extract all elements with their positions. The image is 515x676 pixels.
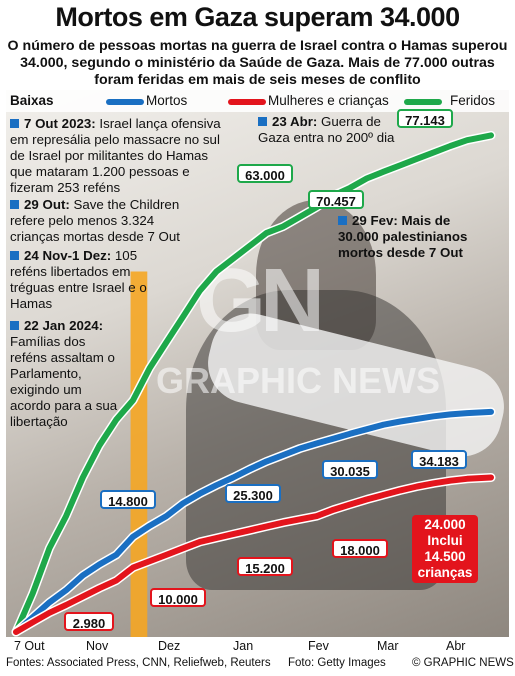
x-tick-label: 7 Out	[14, 639, 45, 653]
x-tick-label: Jan	[233, 639, 254, 653]
bullet-square-icon	[10, 251, 19, 260]
x-axis: 7 Out Nov Dez Jan Fev Mar Abr	[6, 637, 509, 655]
bullet-square-icon	[258, 117, 267, 126]
series-line-2	[13, 474, 494, 635]
data-label-mulheres-18000: 18.000	[332, 539, 388, 558]
annotation-29-fev: 29 Fev: Mais de 30.000 palestinianos mor…	[338, 213, 468, 260]
annotation-29-out: 29 Out: Save the Children refere pelo me…	[10, 197, 180, 244]
data-label-mulheres-2980: 2.980	[64, 612, 114, 631]
bullet-square-icon	[10, 119, 19, 128]
data-label-feridos-70457: 70.457	[308, 190, 364, 209]
legend-swatch-feridos	[404, 99, 442, 105]
legend-label-mortos: Mortos	[146, 93, 188, 108]
legend: Baixas Mortos Mulheres e crianças Ferido…	[6, 90, 509, 112]
series-line-0	[13, 132, 494, 635]
truce-period-band	[130, 271, 148, 637]
legend-heading: Baixas	[10, 93, 54, 108]
data-label-feridos-77143: 77.143	[397, 109, 453, 128]
annotation-23-abr: 23 Abr: Guerra de Gaza entra no 200º dia	[258, 114, 395, 145]
legend-label-feridos: Feridos	[450, 93, 496, 108]
footer-copyright: © GRAPHIC NEWS	[412, 657, 514, 669]
annotation-22-jan: 22 Jan 2024: Famílias dos reféns assalta…	[10, 318, 118, 429]
legend-swatch-mortos	[106, 99, 144, 105]
bullet-square-icon	[338, 216, 347, 225]
annotation-24-nov: 24 Nov-1 Dez: 105 reféns libertados em t…	[10, 248, 147, 311]
series-line-1	[13, 408, 494, 635]
x-tick-label: Dez	[158, 639, 181, 653]
x-tick-label: Nov	[86, 639, 109, 653]
legend-swatch-mulheres	[228, 99, 266, 105]
x-tick-label: Abr	[446, 639, 466, 653]
legend-label-mulheres: Mulheres e crianças	[268, 93, 389, 108]
data-label-mortos-34183: 34.183	[411, 450, 467, 469]
data-label-feridos-63000: 63.000	[237, 164, 293, 183]
data-label-mortos-30035: 30.035	[322, 460, 378, 479]
footer-photo-credit: Foto: Getty Images	[288, 657, 386, 669]
watermark-text: GRAPHIC NEWS	[156, 360, 441, 401]
data-label-mortos-14800: 14.800	[100, 490, 156, 509]
footer-sources: Fontes: Associated Press, CNN, Reliefweb…	[6, 657, 271, 669]
x-tick-label: Mar	[377, 639, 399, 653]
chart-title: Mortos em Gaza superam 34.000	[55, 2, 460, 32]
bullet-square-icon	[10, 200, 19, 209]
bullet-square-icon	[10, 321, 19, 330]
data-label-mortos-25300: 25.300	[225, 484, 281, 503]
data-label-mulheres-15200: 15.200	[237, 557, 293, 576]
chart-subtitle: O número de pessoas mortas na guerra de …	[7, 38, 508, 88]
data-label-mulheres-10000: 10.000	[150, 588, 206, 607]
x-tick-label: Fev	[308, 639, 329, 653]
annotation-7-out: 7 Out 2023: Israel lança ofensiva em rep…	[10, 116, 221, 195]
data-label-mulheres-24000: 24.000 Inclui 14.500 crianças	[412, 515, 478, 583]
